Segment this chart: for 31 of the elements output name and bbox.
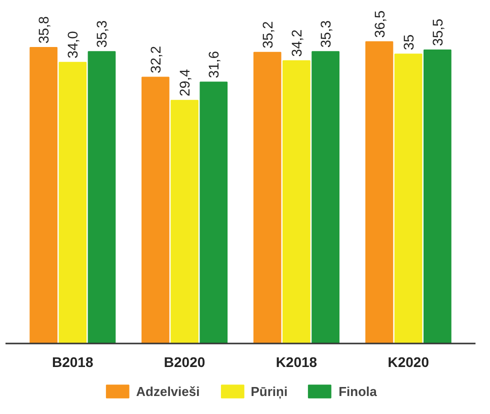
data-label: 35,3 [318,20,334,48]
data-label: 36,5 [371,10,388,38]
bar [365,41,394,344]
data-label: 31,6 [206,50,222,78]
bar [170,100,198,344]
x-tick-label: B2018 [52,354,94,370]
data-label: 35,5 [429,18,446,46]
bar [142,76,170,344]
bar [30,46,58,344]
data-label: 29,4 [176,68,193,96]
bar [312,51,340,344]
data-label: 35 [400,34,416,50]
bar [282,60,310,344]
bar [253,52,282,344]
legend-label: Pūriņi [250,384,288,398]
bar [88,51,116,344]
bar [58,62,87,344]
legend-label: Adzelvieši [136,384,200,398]
data-label: 35,8 [36,16,52,44]
bar [424,49,452,344]
bar [200,82,228,344]
bar [394,54,422,344]
data-label: 35,2 [259,20,276,48]
data-label: 34,2 [288,29,304,57]
legend-label: Finola [338,384,377,398]
x-tick-label: B2020 [164,354,206,370]
x-tick-label: K2020 [388,354,430,370]
x-tick-label: K2018 [276,354,318,370]
data-label: 32,2 [147,46,164,74]
data-label: 34,0 [64,30,81,58]
data-label: 35,3 [94,20,110,48]
